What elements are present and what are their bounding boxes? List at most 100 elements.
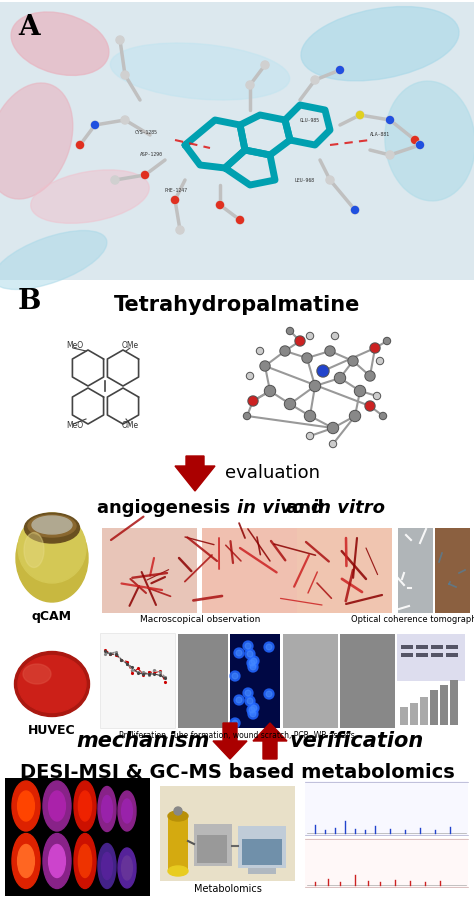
Bar: [416, 645, 428, 649]
Circle shape: [308, 333, 312, 339]
Circle shape: [249, 656, 259, 666]
Circle shape: [246, 82, 254, 89]
Circle shape: [306, 411, 315, 420]
Circle shape: [326, 347, 334, 355]
Bar: [305, 781, 468, 836]
Circle shape: [141, 171, 149, 179]
Circle shape: [366, 372, 374, 380]
Circle shape: [176, 226, 183, 234]
Circle shape: [352, 207, 358, 214]
Polygon shape: [175, 456, 215, 491]
Ellipse shape: [0, 83, 73, 199]
Ellipse shape: [18, 513, 86, 583]
Circle shape: [310, 381, 320, 391]
Bar: [397, 634, 465, 681]
Ellipse shape: [12, 781, 40, 831]
Circle shape: [246, 81, 254, 89]
Circle shape: [349, 357, 357, 365]
Bar: [401, 645, 413, 649]
Circle shape: [307, 432, 313, 439]
Circle shape: [365, 371, 375, 381]
Ellipse shape: [168, 866, 188, 876]
Ellipse shape: [15, 651, 90, 717]
Circle shape: [303, 354, 311, 362]
Polygon shape: [253, 723, 287, 759]
Bar: [410, 703, 418, 725]
Circle shape: [304, 410, 316, 421]
Text: HUVEC: HUVEC: [28, 724, 76, 737]
Circle shape: [121, 71, 129, 79]
Circle shape: [216, 201, 224, 209]
Circle shape: [245, 643, 251, 649]
Circle shape: [371, 344, 379, 352]
Circle shape: [326, 176, 334, 184]
Text: B: B: [18, 288, 41, 315]
Circle shape: [355, 385, 365, 397]
Circle shape: [318, 366, 328, 376]
Circle shape: [411, 136, 419, 144]
Bar: [248, 868, 276, 874]
Circle shape: [251, 705, 257, 711]
Ellipse shape: [43, 781, 71, 831]
Circle shape: [308, 433, 312, 439]
Bar: [340, 634, 395, 681]
Circle shape: [250, 664, 256, 670]
Circle shape: [311, 76, 319, 84]
Text: verification: verification: [290, 731, 424, 751]
Circle shape: [381, 413, 385, 419]
Ellipse shape: [118, 848, 136, 888]
Circle shape: [251, 658, 257, 664]
Bar: [283, 634, 338, 681]
Circle shape: [248, 396, 258, 406]
Circle shape: [266, 644, 272, 650]
Ellipse shape: [0, 230, 107, 289]
Ellipse shape: [98, 843, 116, 889]
Circle shape: [247, 373, 253, 379]
Circle shape: [248, 709, 258, 719]
Ellipse shape: [31, 169, 149, 224]
Circle shape: [76, 141, 84, 149]
Circle shape: [311, 76, 319, 83]
Circle shape: [384, 339, 390, 343]
Text: Proliferation, tube formation, wound scratch, PCR, WB assays: Proliferation, tube formation, wound scr…: [119, 731, 355, 740]
Bar: [340, 681, 395, 728]
Circle shape: [266, 691, 272, 697]
Circle shape: [245, 696, 255, 706]
Circle shape: [111, 177, 118, 184]
Bar: [238, 826, 286, 868]
Bar: [178, 634, 228, 681]
Bar: [5, 778, 150, 896]
Bar: [178, 681, 228, 728]
Circle shape: [328, 423, 337, 432]
Circle shape: [245, 690, 251, 696]
Circle shape: [117, 36, 124, 43]
Circle shape: [234, 695, 244, 705]
Ellipse shape: [28, 515, 76, 537]
Circle shape: [248, 662, 258, 672]
Circle shape: [236, 216, 244, 224]
Bar: [435, 528, 470, 613]
Circle shape: [374, 393, 380, 399]
Text: OMe: OMe: [122, 341, 139, 350]
Bar: [0, 2, 474, 280]
Text: DESI-MSI & GC-MS based metabolomics: DESI-MSI & GC-MS based metabolomics: [19, 763, 455, 782]
Circle shape: [331, 333, 338, 340]
Circle shape: [76, 141, 83, 149]
Circle shape: [236, 697, 242, 703]
Text: Tetrahydropalmatine: Tetrahydropalmatine: [114, 295, 360, 315]
Text: LEU-968: LEU-968: [295, 178, 315, 182]
Text: MeO: MeO: [66, 341, 83, 350]
Circle shape: [386, 151, 394, 159]
Bar: [401, 653, 413, 657]
Ellipse shape: [32, 516, 72, 534]
Text: angiogenesis: angiogenesis: [98, 499, 237, 517]
Bar: [400, 707, 408, 725]
Bar: [197, 835, 227, 863]
Circle shape: [262, 62, 268, 69]
Text: A: A: [18, 14, 40, 41]
Circle shape: [302, 353, 312, 363]
Circle shape: [335, 372, 346, 383]
Bar: [160, 786, 295, 881]
Text: ASP-1290: ASP-1290: [140, 152, 163, 158]
Ellipse shape: [110, 43, 290, 100]
